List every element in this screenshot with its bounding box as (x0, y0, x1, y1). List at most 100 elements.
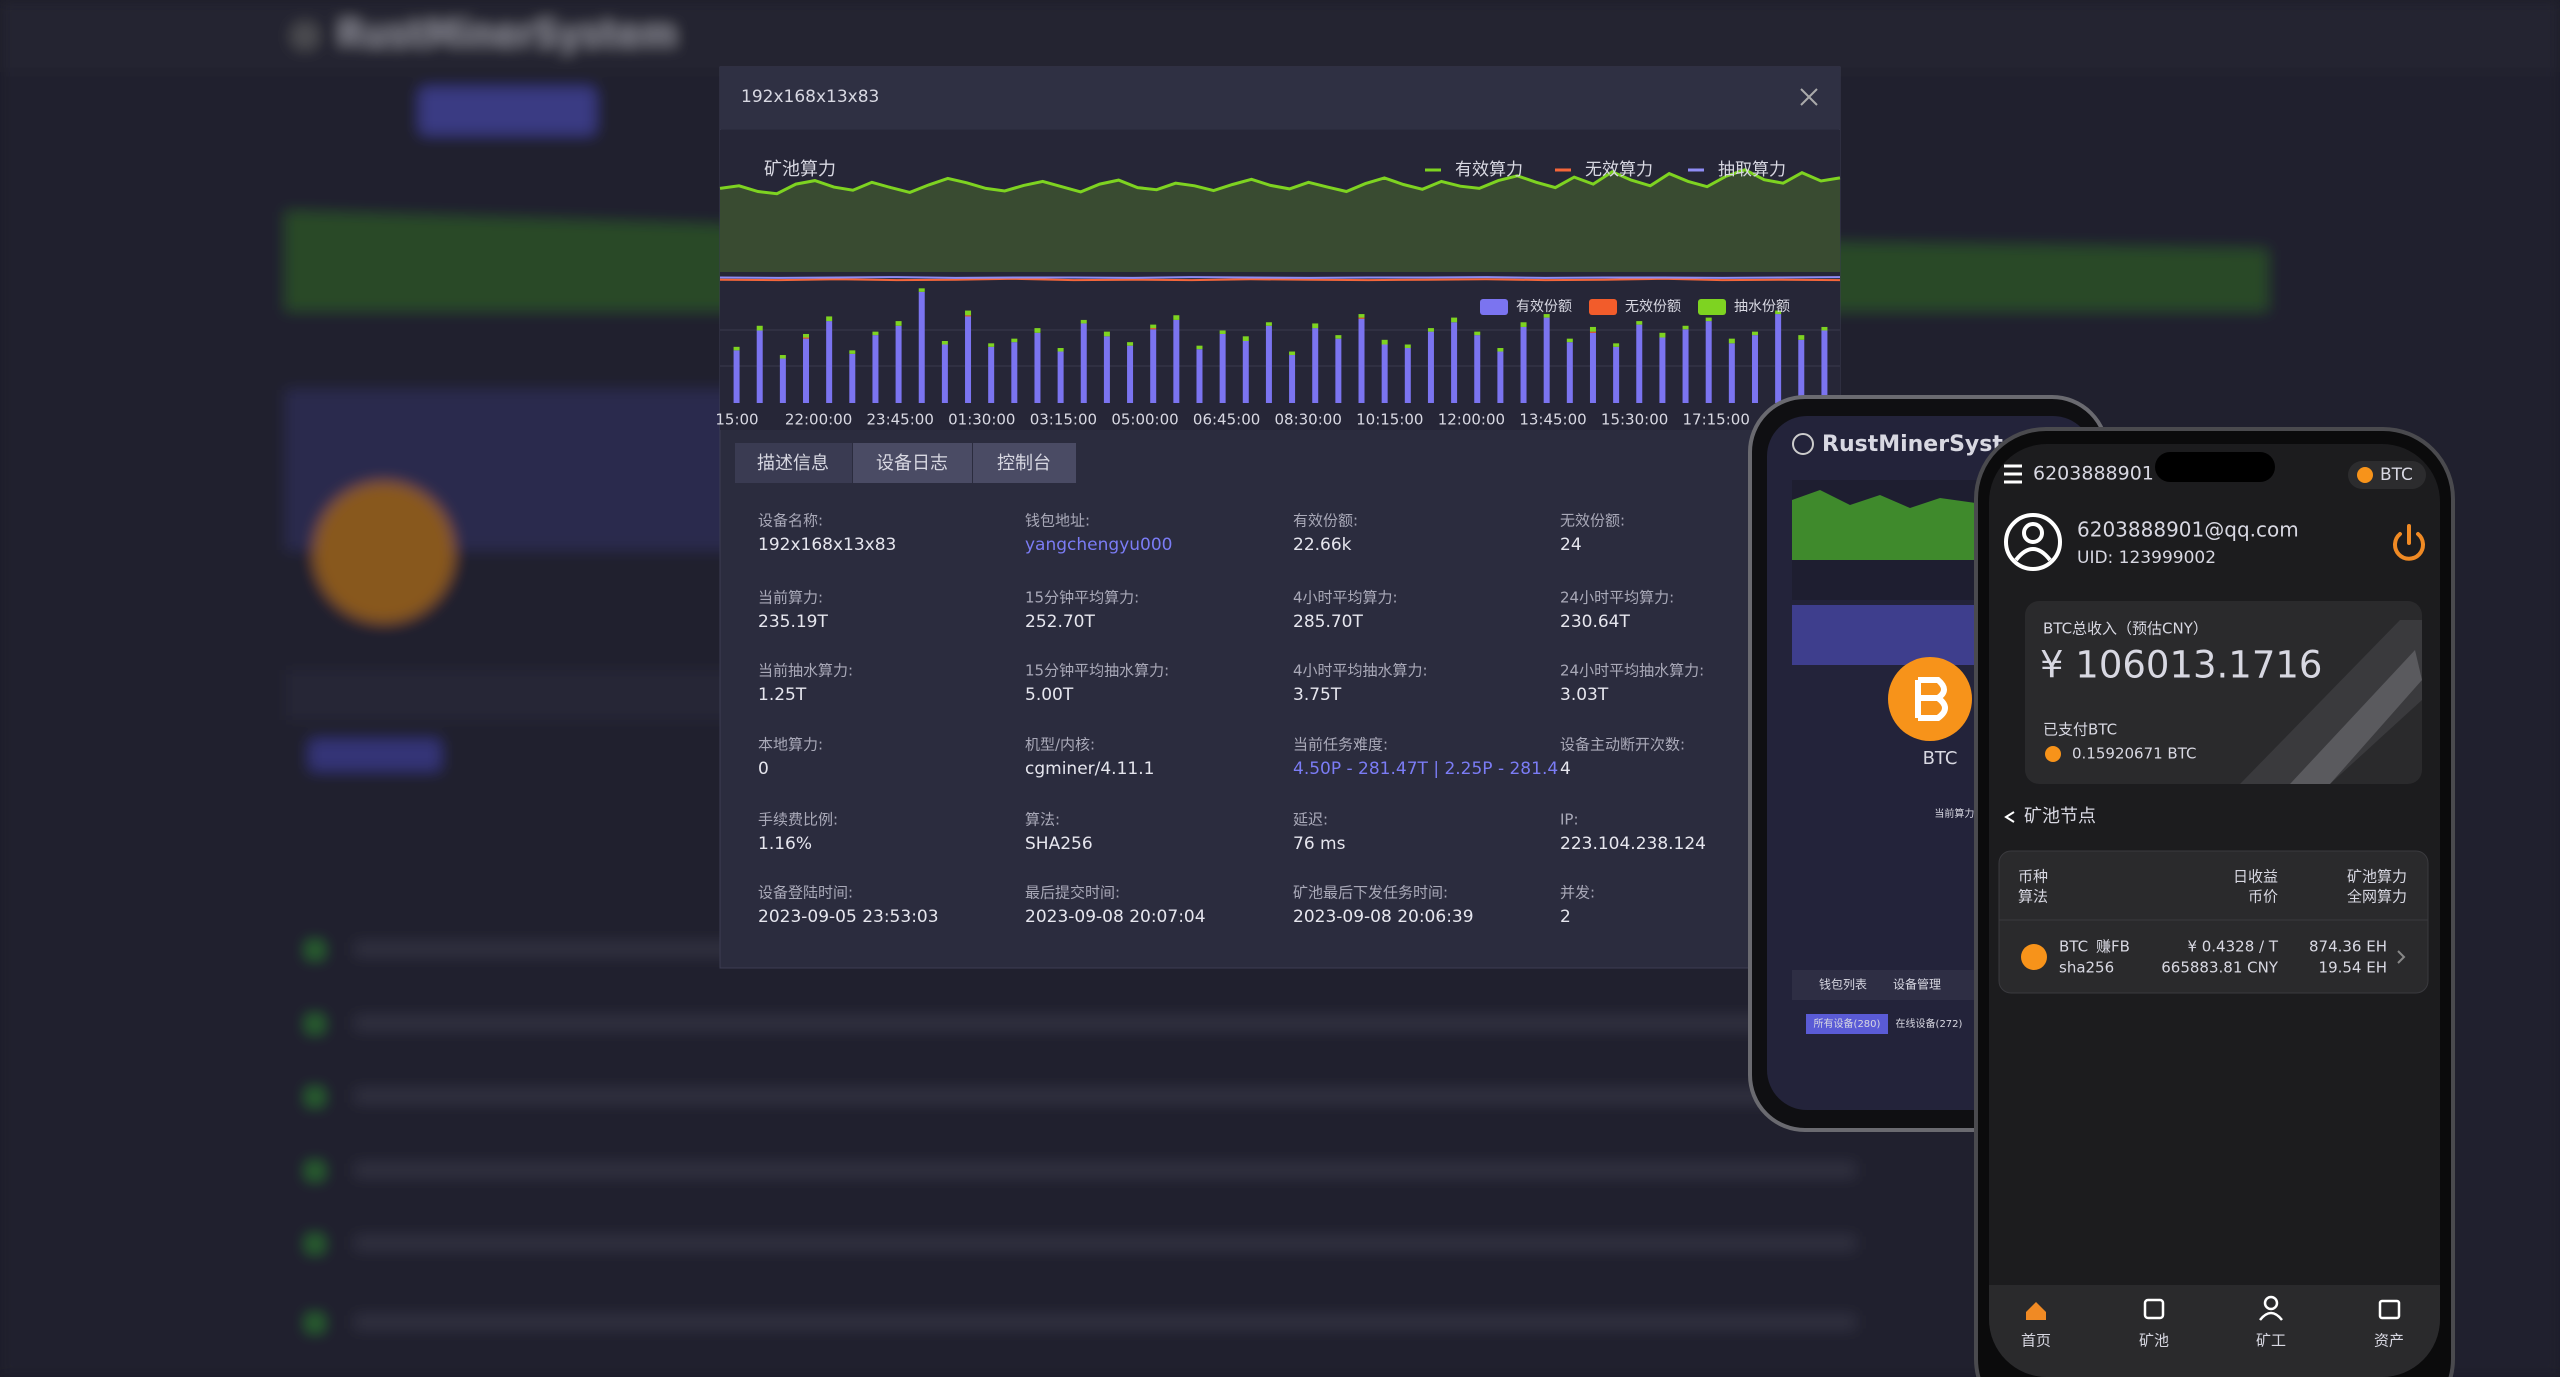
nav-label[interactable]: 首页 (2021, 1332, 2051, 1350)
bar-segment (1798, 339, 1805, 403)
bar-segment (988, 346, 995, 403)
x-tick-label: 08:30:00 (1275, 411, 1342, 429)
field-label: 机型/内核: (1025, 736, 1095, 754)
bar-segment (1358, 318, 1365, 403)
line (719, 168, 1841, 196)
x-tick-label: 01:30:00 (948, 411, 1015, 429)
bar-segment (1103, 331, 1110, 337)
bar-segment (1312, 328, 1319, 403)
bar-segment (1705, 321, 1712, 403)
x-tick-label: 22:00:00 (785, 411, 852, 429)
row-coin[interactable]: BTC (2059, 938, 2088, 956)
bar-segment (965, 310, 972, 316)
tab[interactable] (973, 443, 1076, 483)
logout-icon[interactable] (2393, 524, 2425, 561)
row-coin-icon (2021, 944, 2047, 970)
nav-label[interactable]: 矿工 (2256, 1332, 2286, 1350)
bar-segment (1613, 343, 1620, 347)
pool-table (1998, 850, 2429, 994)
bar-segment (965, 315, 972, 317)
row-arrow (2397, 950, 2406, 964)
menu-icon[interactable] (2004, 464, 2022, 484)
tab-label[interactable]: 控制台 (997, 453, 1051, 474)
bg-button (420, 88, 595, 134)
field-value[interactable]: 4.50P - 281.47T | 2.25P - 281.4 (1293, 759, 1558, 779)
bar-segment (988, 343, 995, 347)
tab-label[interactable]: 设备日志 (876, 453, 948, 474)
bar-segment (1358, 314, 1365, 318)
bar-segment (1057, 348, 1064, 352)
bar-segment (1451, 322, 1458, 403)
x-tick-label: 13:45:00 (1519, 411, 1586, 429)
bar-segment (1520, 326, 1527, 403)
bar-segment (779, 358, 786, 403)
bar-segment (1289, 351, 1296, 356)
bar-segment (1566, 342, 1573, 403)
field-value: 3.75T (1293, 685, 1342, 705)
tab-active[interactable] (735, 443, 852, 483)
avatar-body (2014, 547, 2052, 562)
tablet-logo (1792, 433, 1814, 455)
nav-icon[interactable] (2259, 1311, 2283, 1321)
avatar-head (2022, 522, 2044, 544)
field-label: 设备名称: (758, 512, 823, 530)
legend-label: 无效份额 (1625, 299, 1681, 315)
bar-segment (1775, 310, 1782, 315)
coin-glyph (1915, 677, 1948, 721)
field-value: 223.104.238.124 (1560, 834, 1706, 854)
bar-segment (803, 333, 810, 338)
bar-segment (1080, 323, 1087, 403)
x-tick-label: 12:00:00 (1438, 411, 1505, 429)
tab[interactable] (853, 443, 972, 483)
bar-segment (1358, 317, 1365, 319)
field-value: 230.64T (1560, 612, 1630, 632)
nav-icon[interactable] (2263, 1295, 2279, 1311)
field-value: 1.16% (758, 834, 812, 854)
bar-segment (1335, 338, 1342, 403)
x-tick-label: 23:45:00 (867, 411, 934, 429)
tablet-tab: 设备管理 (1893, 977, 1941, 992)
x-tick-label: 17:15:00 (1683, 411, 1750, 429)
paid-label: 已支付BTC (2043, 721, 2117, 739)
tablet-filter-active (1806, 1014, 1888, 1034)
nav-icon[interactable] (2143, 1298, 2165, 1320)
tab-label[interactable]: 描述信息 (757, 453, 829, 474)
nav-label[interactable]: 资产 (2374, 1332, 2404, 1350)
income: ¥ 106013.1716 (2040, 644, 2322, 687)
close-button[interactable] (1800, 88, 1818, 106)
field-label: 15分钟平均抽水算力: (1025, 662, 1169, 680)
card-decor (2240, 620, 2422, 784)
bar-segment (1636, 324, 1643, 403)
bg-coin (314, 482, 454, 622)
bar-segment (1659, 337, 1666, 403)
line (719, 276, 1841, 279)
bar-segment (1381, 339, 1388, 345)
bar-segment (1497, 348, 1504, 352)
nav-icon[interactable] (2378, 1299, 2401, 1320)
card-decor (2290, 650, 2422, 784)
field-value: 2023-09-08 20:06:39 (1293, 907, 1474, 927)
field-label: 并发: (1560, 884, 1595, 902)
bar-segment (826, 316, 833, 322)
bar-segment (895, 321, 902, 326)
field-value[interactable]: yangchengyu000 (1025, 535, 1172, 555)
field-value: 22.66k (1293, 535, 1352, 555)
bar-segment (1034, 328, 1041, 333)
field-value: SHA256 (1025, 834, 1093, 854)
bar-segment (1705, 317, 1712, 322)
bar-segment (895, 325, 902, 403)
bar-segment (1335, 335, 1342, 339)
legend-label: 抽取算力 (1718, 160, 1786, 180)
avatar (2004, 513, 2062, 571)
nav-label[interactable]: 矿池 (2139, 1332, 2169, 1350)
bar-segment (918, 291, 925, 403)
x-tick-label: 10:15:00 (1356, 411, 1423, 429)
field-value: 1.25T (758, 685, 807, 705)
tablet-tab: 钱包列表 (1819, 977, 1867, 992)
bar-segment (1242, 340, 1249, 403)
field-label: 有效份额: (1293, 512, 1358, 530)
field-value: 0 (758, 759, 769, 779)
nav-icon[interactable] (2026, 1302, 2046, 1320)
coin-pill-label[interactable]: BTC (2380, 465, 2413, 485)
bar-segment (1474, 331, 1481, 336)
